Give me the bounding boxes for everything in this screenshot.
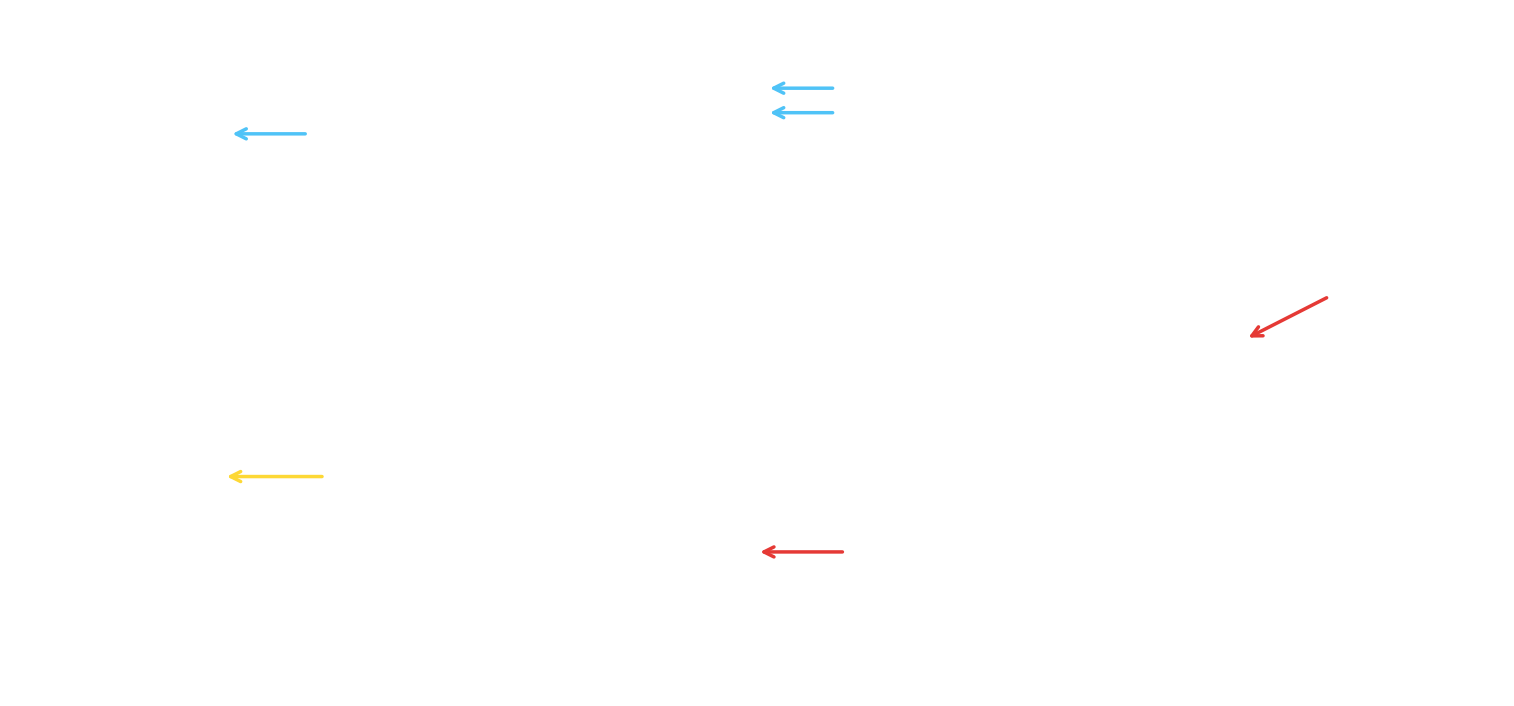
Text: a: a xyxy=(17,318,32,337)
Text: c: c xyxy=(1070,679,1084,699)
Text: b: b xyxy=(577,455,592,475)
Text: d: d xyxy=(17,669,33,688)
Text: e: e xyxy=(577,669,592,689)
